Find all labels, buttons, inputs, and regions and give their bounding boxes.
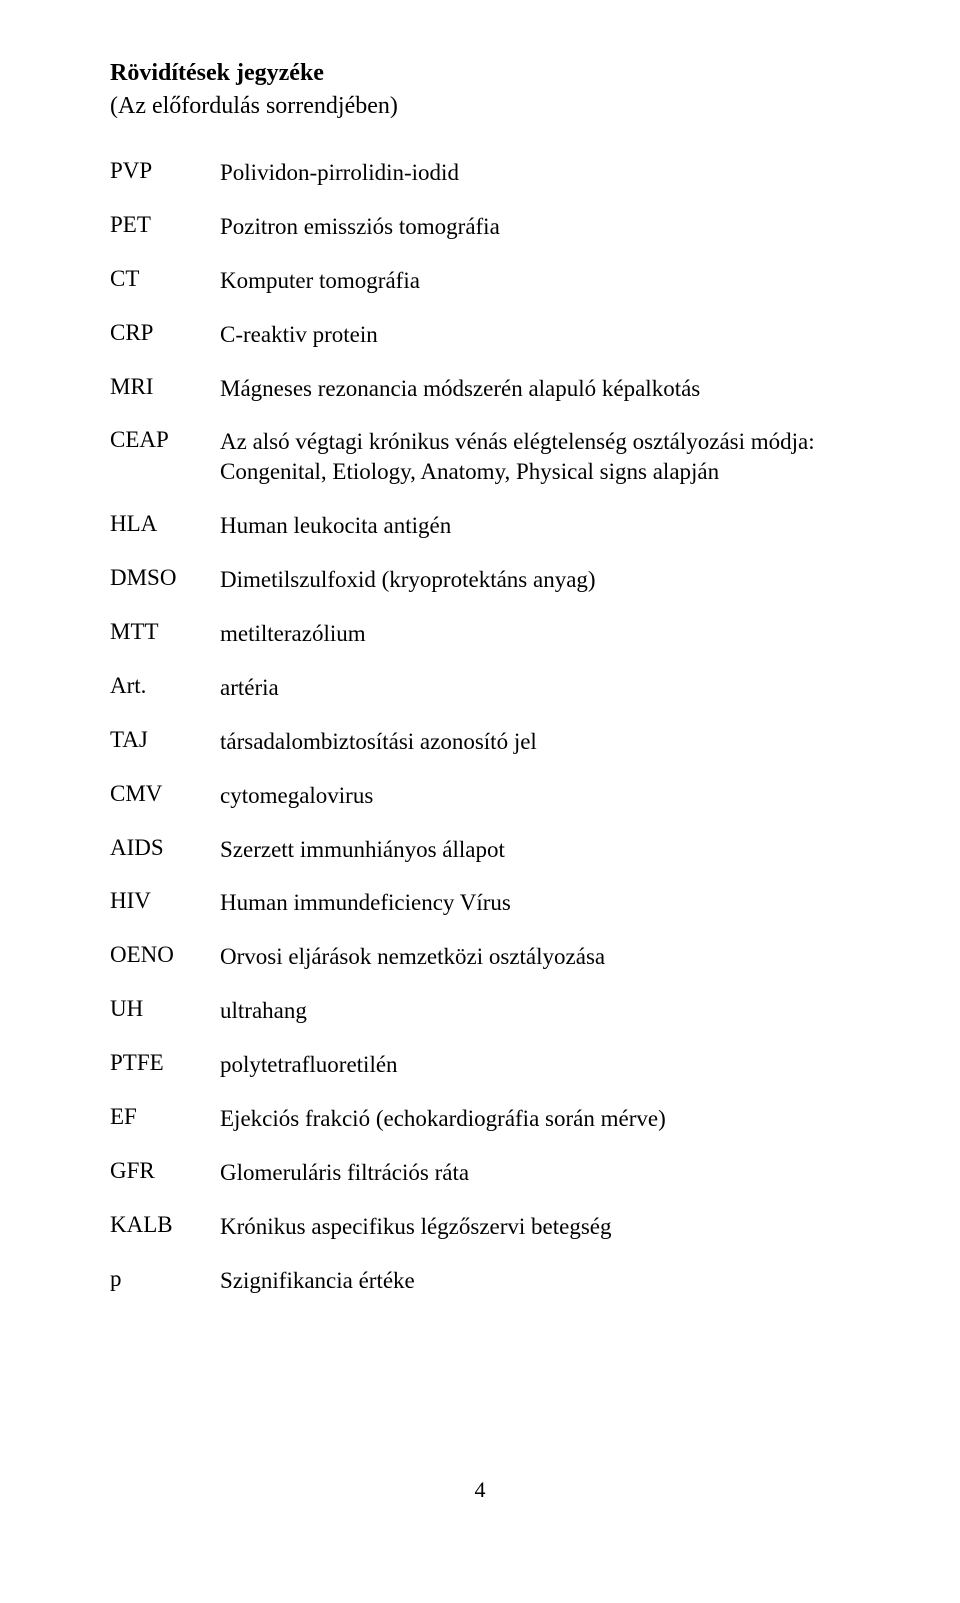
abbreviation-row: OENOOrvosi eljárások nemzetközi osztályo… xyxy=(110,942,850,972)
abbreviation-value: Mágneses rezonancia módszerén alapuló ké… xyxy=(220,374,850,404)
abbreviation-value: ultrahang xyxy=(220,996,850,1026)
abbreviation-key: p xyxy=(110,1266,220,1292)
abbreviation-key: DMSO xyxy=(110,565,220,591)
abbreviation-key: MTT xyxy=(110,619,220,645)
abbreviation-value: artéria xyxy=(220,673,850,703)
abbreviation-value: Ejekciós frakció (echokardiográfia során… xyxy=(220,1104,850,1134)
abbreviation-row: PVPPolividon-pirrolidin-iodid xyxy=(110,158,850,188)
abbreviation-value: Pozitron emissziós tomográfia xyxy=(220,212,850,242)
abbreviation-key: EF xyxy=(110,1104,220,1130)
abbreviation-key: Art. xyxy=(110,673,220,699)
abbreviation-row: HLAHuman leukocita antigén xyxy=(110,511,850,541)
abbreviation-row: AIDSSzerzett immunhiányos állapot xyxy=(110,835,850,865)
abbreviation-row: KALBKrónikus aspecifikus légzőszervi bet… xyxy=(110,1212,850,1242)
abbreviation-row: CRPC-reaktiv protein xyxy=(110,320,850,350)
abbreviation-row: MTTmetilterazólium xyxy=(110,619,850,649)
abbreviation-value: Szignifikancia értéke xyxy=(220,1266,850,1296)
abbreviation-value: Polividon-pirrolidin-iodid xyxy=(220,158,850,188)
abbreviation-row: PETPozitron emissziós tomográfia xyxy=(110,212,850,242)
abbreviation-key: UH xyxy=(110,996,220,1022)
abbreviation-key: PTFE xyxy=(110,1050,220,1076)
abbreviation-row: UHultrahang xyxy=(110,996,850,1026)
abbreviation-value: Glomeruláris filtrációs ráta xyxy=(220,1158,850,1188)
abbreviation-key: CT xyxy=(110,266,220,292)
abbreviation-row: Art.artéria xyxy=(110,673,850,703)
abbreviation-value: Krónikus aspecifikus légzőszervi betegsé… xyxy=(220,1212,850,1242)
abbreviation-key: GFR xyxy=(110,1158,220,1184)
abbreviation-value: Dimetilszulfoxid (kryoprotektáns anyag) xyxy=(220,565,850,595)
abbreviation-row: pSzignifikancia értéke xyxy=(110,1266,850,1296)
abbreviation-value: Orvosi eljárások nemzetközi osztályozása xyxy=(220,942,850,972)
abbreviation-value: társadalombiztosítási azonosító jel xyxy=(220,727,850,757)
abbreviation-list: PVPPolividon-pirrolidin-iodidPETPozitron… xyxy=(110,158,850,1296)
abbreviation-value: Human immundeficiency Vírus xyxy=(220,888,850,918)
abbreviation-value: C-reaktiv protein xyxy=(220,320,850,350)
abbreviation-row: HIVHuman immundeficiency Vírus xyxy=(110,888,850,918)
abbreviation-key: OENO xyxy=(110,942,220,968)
abbreviation-key: CMV xyxy=(110,781,220,807)
document-title: Rövidítések jegyzéke xyxy=(110,60,850,87)
abbreviation-value: polytetrafluoretilén xyxy=(220,1050,850,1080)
abbreviation-key: MRI xyxy=(110,374,220,400)
abbreviation-key: CEAP xyxy=(110,427,220,453)
abbreviation-row: GFRGlomeruláris filtrációs ráta xyxy=(110,1158,850,1188)
abbreviation-value: Szerzett immunhiányos állapot xyxy=(220,835,850,865)
abbreviation-key: HLA xyxy=(110,511,220,537)
page-number: 4 xyxy=(475,1477,486,1503)
abbreviation-row: CTKomputer tomográfia xyxy=(110,266,850,296)
abbreviation-row: CEAPAz alsó végtagi krónikus vénás elégt… xyxy=(110,427,850,487)
abbreviation-key: PVP xyxy=(110,158,220,184)
abbreviation-key: TAJ xyxy=(110,727,220,753)
abbreviation-value: metilterazólium xyxy=(220,619,850,649)
document-subtitle: (Az előfordulás sorrendjében) xyxy=(110,93,850,120)
abbreviation-value: Az alsó végtagi krónikus vénás elégtelen… xyxy=(220,427,850,487)
abbreviation-key: HIV xyxy=(110,888,220,914)
abbreviation-row: EFEjekciós frakció (echokardiográfia sor… xyxy=(110,1104,850,1134)
abbreviation-value: cytomegalovirus xyxy=(220,781,850,811)
abbreviation-key: KALB xyxy=(110,1212,220,1238)
abbreviation-row: MRIMágneses rezonancia módszerén alapuló… xyxy=(110,374,850,404)
abbreviation-value: Komputer tomográfia xyxy=(220,266,850,296)
abbreviation-row: TAJtársadalombiztosítási azonosító jel xyxy=(110,727,850,757)
abbreviation-key: CRP xyxy=(110,320,220,346)
abbreviation-row: CMVcytomegalovirus xyxy=(110,781,850,811)
abbreviation-row: PTFEpolytetrafluoretilén xyxy=(110,1050,850,1080)
abbreviation-key: PET xyxy=(110,212,220,238)
abbreviation-row: DMSODimetilszulfoxid (kryoprotektáns any… xyxy=(110,565,850,595)
abbreviation-key: AIDS xyxy=(110,835,220,861)
abbreviation-value: Human leukocita antigén xyxy=(220,511,850,541)
